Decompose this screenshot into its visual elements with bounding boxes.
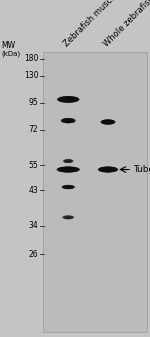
Text: Whole zebrafish: Whole zebrafish	[102, 0, 150, 49]
Ellipse shape	[102, 120, 114, 124]
Text: 34: 34	[28, 221, 38, 230]
Ellipse shape	[59, 96, 78, 102]
Ellipse shape	[57, 96, 79, 103]
Ellipse shape	[58, 167, 78, 172]
Ellipse shape	[57, 96, 80, 103]
Text: 43: 43	[28, 186, 38, 195]
Ellipse shape	[58, 167, 79, 172]
Text: 72: 72	[29, 125, 38, 134]
Ellipse shape	[63, 216, 74, 219]
Ellipse shape	[61, 168, 75, 171]
Ellipse shape	[57, 167, 79, 172]
Ellipse shape	[103, 120, 113, 124]
Bar	[43, 52, 147, 332]
Ellipse shape	[63, 119, 74, 123]
Ellipse shape	[64, 159, 73, 163]
Ellipse shape	[59, 97, 77, 102]
Ellipse shape	[100, 167, 116, 172]
Text: (kDa): (kDa)	[2, 51, 21, 57]
Ellipse shape	[59, 167, 77, 172]
Ellipse shape	[63, 215, 74, 219]
Ellipse shape	[63, 159, 74, 163]
Ellipse shape	[60, 97, 77, 102]
Ellipse shape	[64, 159, 72, 163]
Ellipse shape	[60, 97, 76, 102]
Ellipse shape	[61, 167, 76, 172]
Ellipse shape	[100, 167, 116, 172]
Ellipse shape	[102, 120, 114, 124]
Ellipse shape	[62, 185, 75, 189]
Ellipse shape	[61, 118, 75, 123]
Ellipse shape	[101, 119, 115, 125]
Ellipse shape	[64, 186, 73, 188]
Text: 95: 95	[28, 98, 38, 107]
Ellipse shape	[101, 120, 115, 124]
Ellipse shape	[102, 120, 114, 124]
Ellipse shape	[101, 167, 115, 172]
Ellipse shape	[63, 159, 73, 163]
Ellipse shape	[63, 185, 73, 189]
Ellipse shape	[59, 167, 78, 172]
Ellipse shape	[63, 216, 73, 219]
Ellipse shape	[103, 120, 113, 124]
Text: 26: 26	[29, 250, 38, 259]
Ellipse shape	[100, 119, 116, 125]
Ellipse shape	[58, 96, 79, 102]
Ellipse shape	[57, 166, 80, 173]
Ellipse shape	[98, 166, 118, 173]
Ellipse shape	[62, 185, 74, 189]
Ellipse shape	[57, 166, 80, 173]
Ellipse shape	[63, 119, 73, 122]
Ellipse shape	[64, 159, 73, 163]
Ellipse shape	[64, 216, 73, 219]
Text: MW: MW	[2, 41, 16, 50]
Ellipse shape	[62, 215, 74, 219]
Text: Zebrafish muscle: Zebrafish muscle	[62, 0, 120, 49]
Ellipse shape	[99, 167, 117, 172]
Ellipse shape	[61, 118, 75, 123]
Ellipse shape	[62, 118, 75, 123]
Ellipse shape	[61, 185, 75, 189]
Ellipse shape	[63, 159, 73, 163]
Text: 180: 180	[24, 55, 38, 63]
Ellipse shape	[62, 215, 74, 219]
Text: 130: 130	[24, 71, 38, 80]
Ellipse shape	[63, 119, 74, 123]
Text: 55: 55	[28, 161, 38, 170]
Ellipse shape	[60, 167, 76, 172]
Ellipse shape	[99, 167, 117, 172]
Text: Tubg1: Tubg1	[134, 165, 150, 174]
Ellipse shape	[63, 185, 73, 189]
Ellipse shape	[61, 118, 75, 123]
Ellipse shape	[64, 216, 72, 219]
Ellipse shape	[64, 160, 72, 162]
Ellipse shape	[63, 216, 73, 219]
Ellipse shape	[62, 119, 74, 123]
Ellipse shape	[64, 159, 72, 163]
Ellipse shape	[58, 96, 78, 102]
Ellipse shape	[63, 185, 74, 189]
Ellipse shape	[99, 167, 117, 172]
Ellipse shape	[98, 166, 118, 173]
Ellipse shape	[62, 185, 75, 189]
Ellipse shape	[63, 185, 74, 189]
Ellipse shape	[101, 120, 115, 124]
Ellipse shape	[61, 118, 76, 123]
Ellipse shape	[61, 97, 75, 101]
Ellipse shape	[102, 167, 114, 172]
